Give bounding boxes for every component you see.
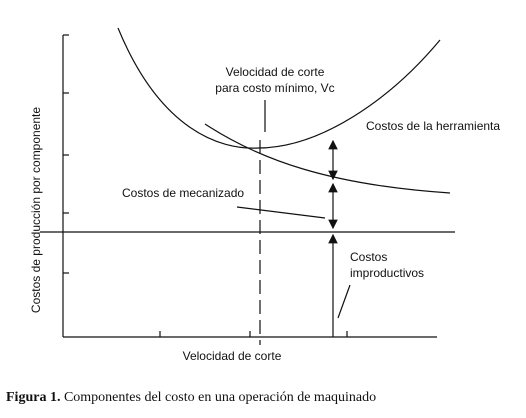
label: Costos de la herramienta: [366, 119, 500, 133]
total-cost-curve: [117, 27, 441, 149]
machining-cost-curve: [204, 123, 451, 194]
x-axis-label: Velocidad de corte: [183, 349, 282, 363]
caption: Figura 1. Componentes del costo en una o…: [6, 390, 376, 405]
y-axis-label: Costos de producción por componente: [29, 107, 43, 313]
label: improductivos: [350, 266, 424, 280]
label: Costos: [350, 250, 387, 264]
leader-line: [236, 206, 326, 219]
label: Velocidad de corte: [226, 65, 325, 79]
caption-figure: Figura 1.: [6, 390, 60, 405]
label: para costo mínimo, Vc: [215, 81, 334, 95]
axes: [62, 34, 437, 338]
leader-line: [337, 284, 351, 319]
caption-text: Componentes del costo en una operación d…: [64, 390, 376, 405]
label: Costos de mecanizado: [122, 186, 244, 200]
